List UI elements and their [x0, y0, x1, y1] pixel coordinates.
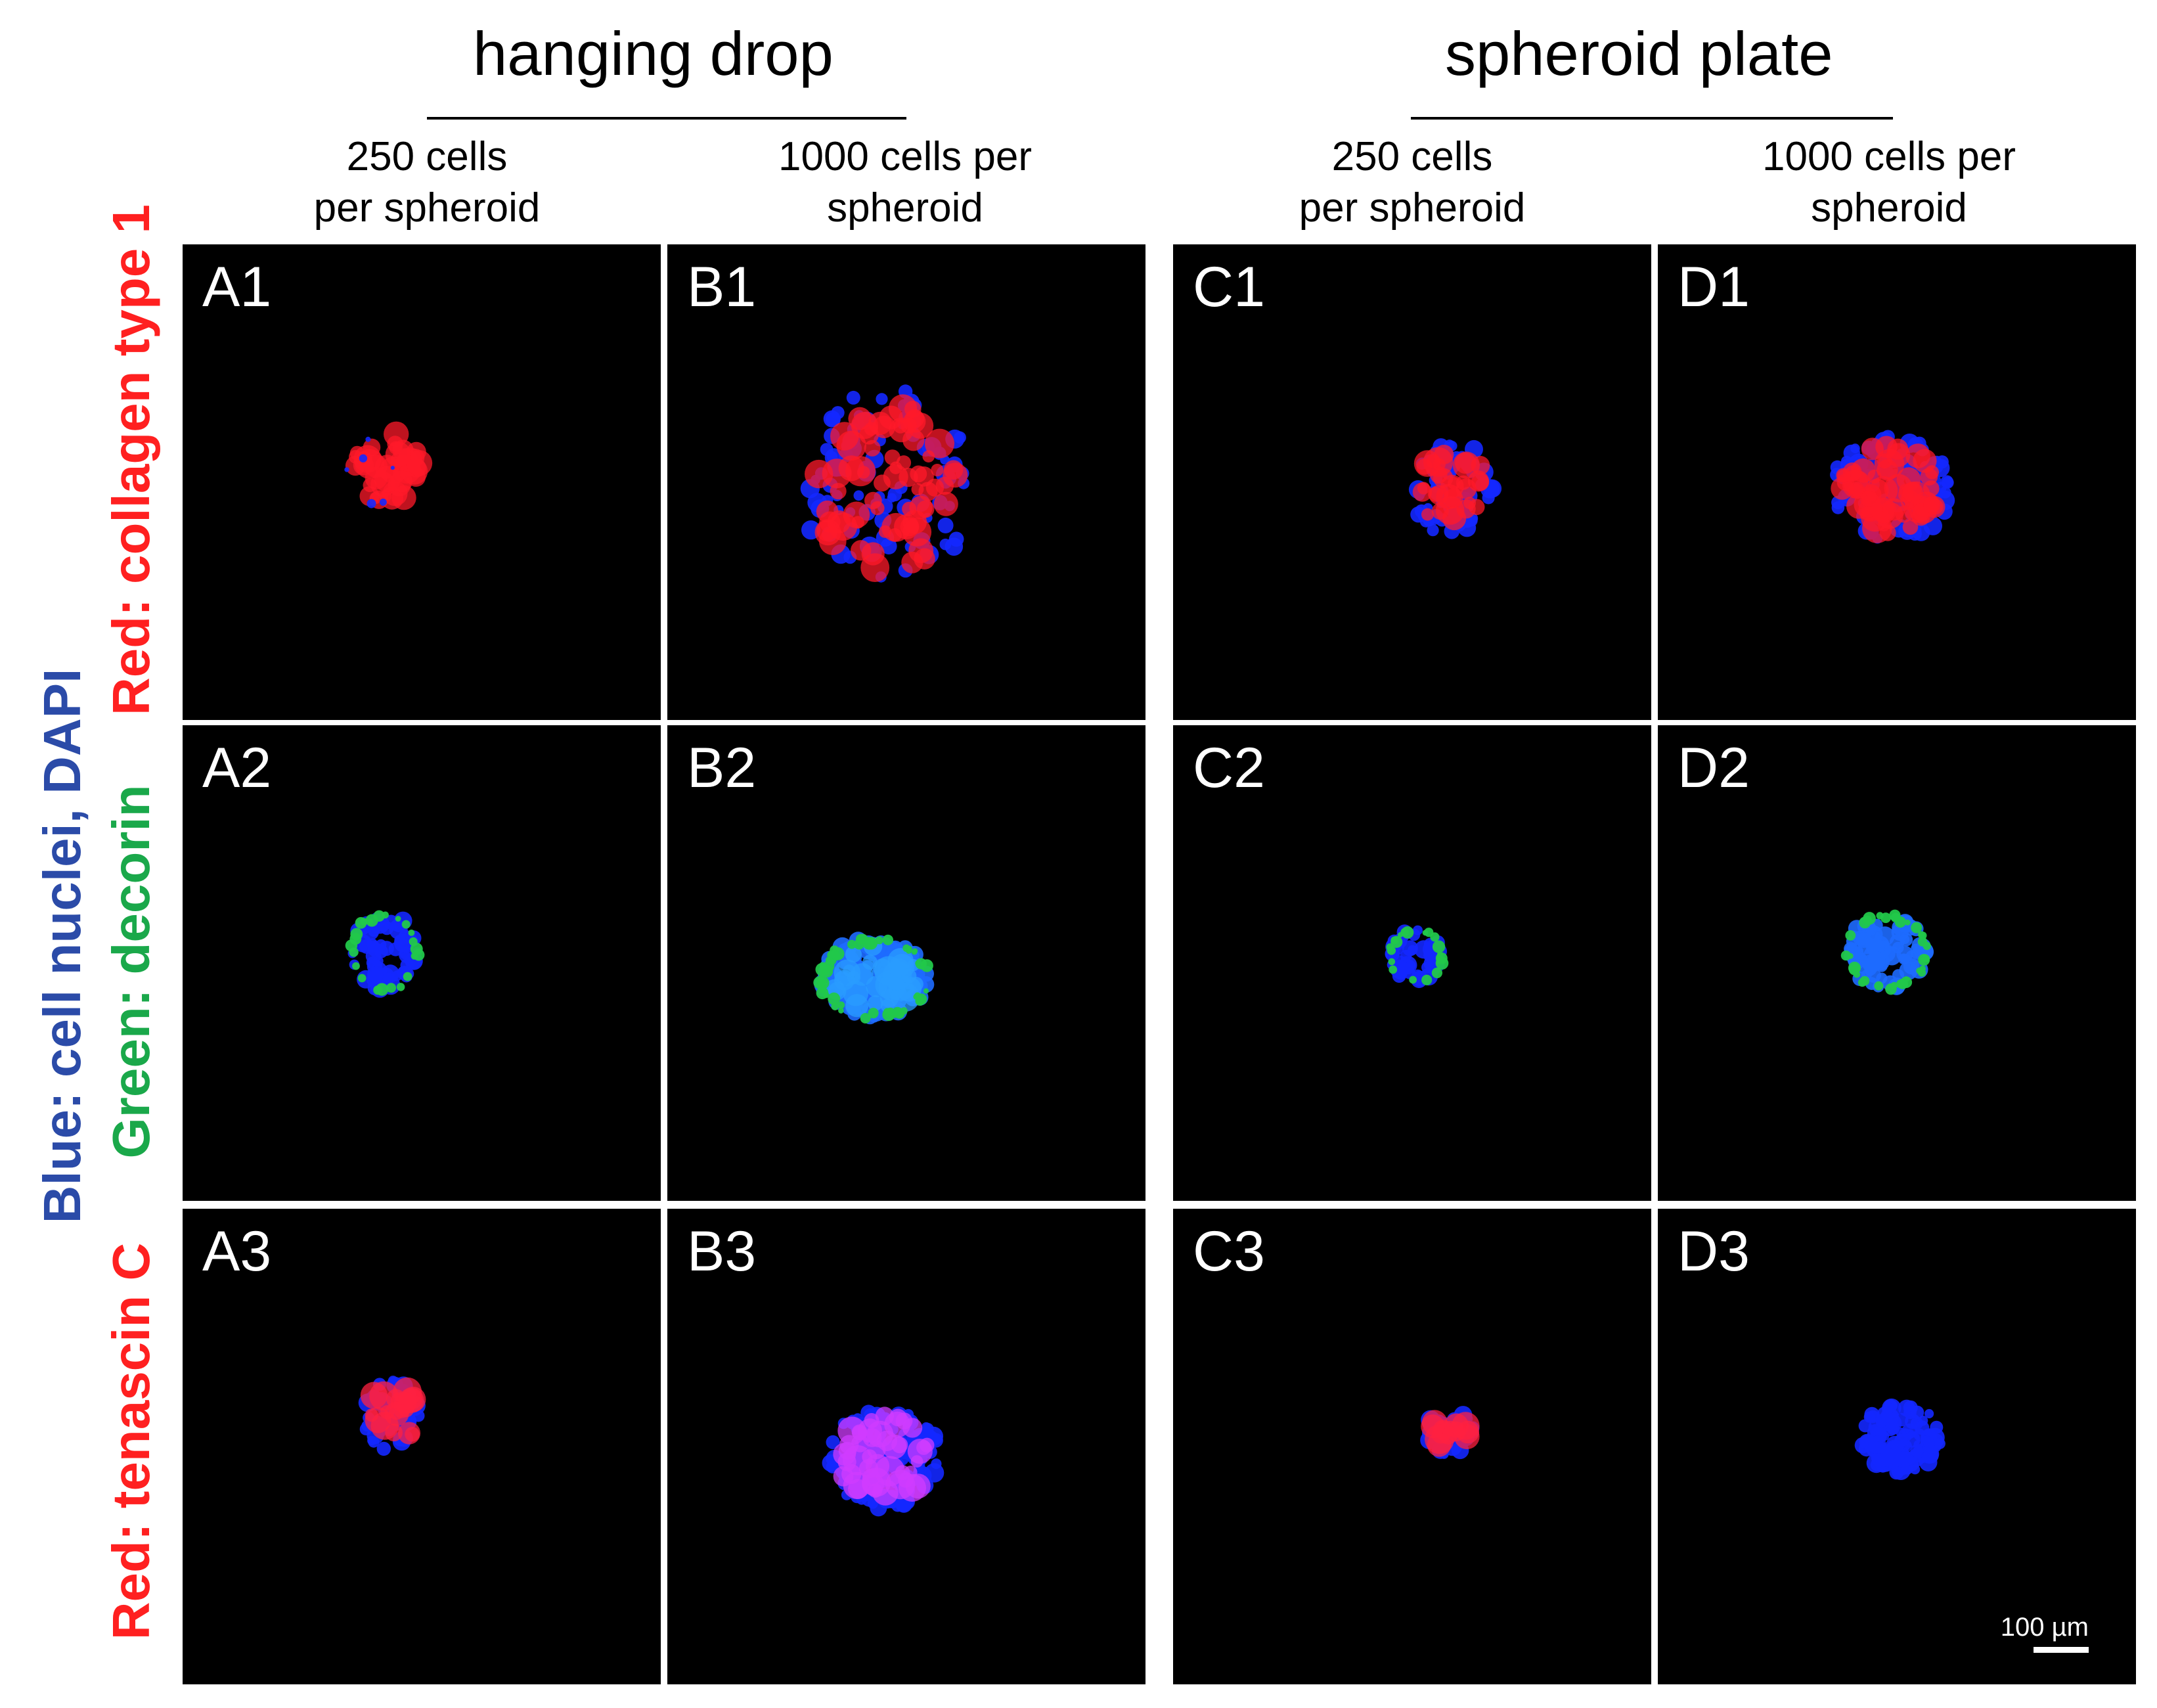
spheroid-a2 — [345, 910, 425, 998]
micrograph-panel-b1: B1 — [667, 244, 1145, 720]
column-label-a-line1: 250 cells — [346, 134, 508, 179]
column-label-c-line2: per spheroid — [1299, 185, 1526, 231]
spheroid-b2 — [813, 932, 935, 1025]
micrograph-panel-b2: B2 — [667, 725, 1145, 1201]
panel-label-b2: B2 — [687, 736, 757, 799]
panel-label-d1: D1 — [1678, 256, 1750, 319]
group-title-hanging-drop: hanging drop — [473, 19, 834, 88]
spheroid-d3 — [1854, 1398, 1946, 1480]
column-label-b-line2: spheroid — [827, 185, 983, 231]
spheroid-a1 — [344, 421, 433, 510]
micrograph-panel-c2: C2 — [1173, 725, 1651, 1201]
group-rule-hanging-drop — [427, 117, 906, 120]
column-label-a-line2: per spheroid — [313, 185, 541, 231]
scale-bar — [2034, 1647, 2089, 1653]
panel-label-c3: C3 — [1193, 1220, 1265, 1283]
side-label-dapi: Blue: cell nuclei, DAPI — [33, 668, 91, 1224]
column-label-b-line1: 1000 cells per — [778, 134, 1033, 179]
panel-label-d2: D2 — [1678, 736, 1750, 799]
micrograph-panel-d1: D1 — [1658, 244, 2136, 720]
spheroid-c2 — [1385, 924, 1449, 989]
column-label-b: 1000 cells per spheroid — [669, 131, 1142, 234]
group-rule-spheroid-plate — [1411, 117, 1893, 120]
micrograph-panel-a2: A2 — [183, 725, 661, 1201]
spheroid-d1 — [1830, 430, 1955, 544]
panel-label-a1: A1 — [202, 256, 272, 319]
spheroid-b3 — [822, 1405, 945, 1517]
scale-bar-label: 100 µm — [2000, 1613, 2089, 1642]
micrograph-panel-b3: B3 — [667, 1209, 1145, 1684]
group-title-spheroid-plate: spheroid plate — [1445, 19, 1833, 88]
panel-label-b3: B3 — [687, 1220, 757, 1283]
column-label-d-line2: spheroid — [1811, 185, 1967, 231]
micrograph-panel-d3: D3 100 µm — [1658, 1209, 2136, 1684]
micrograph-panel-c3: C3 — [1173, 1209, 1651, 1684]
panel-label-b1: B1 — [687, 256, 757, 319]
column-label-c-line1: 250 cells — [1331, 134, 1493, 179]
spheroid-b1 — [800, 384, 969, 583]
spheroid-a3 — [358, 1376, 426, 1456]
side-label-collagen: Red: collagen type 1 — [102, 204, 160, 715]
panel-label-c1: C1 — [1193, 256, 1265, 319]
spheroid-c3 — [1420, 1406, 1480, 1460]
panel-label-c2: C2 — [1193, 736, 1265, 799]
micrograph-panel-a3: A3 — [183, 1209, 661, 1684]
panel-label-a2: A2 — [202, 736, 272, 799]
panel-label-a3: A3 — [202, 1220, 272, 1283]
column-label-c: 250 cells per spheroid — [1176, 131, 1649, 234]
micrograph-panel-a1: A1 — [183, 244, 661, 720]
column-label-d-line1: 1000 cells per — [1762, 134, 2016, 179]
spheroid-d2 — [1840, 909, 1934, 995]
column-label-a: 250 cells per spheroid — [190, 131, 663, 234]
panel-label-d3: D3 — [1678, 1220, 1750, 1283]
side-label-tenascin: Red: tenascin C — [102, 1242, 160, 1640]
micrograph-panel-c1: C1 — [1173, 244, 1651, 720]
column-label-d: 1000 cells per spheroid — [1653, 131, 2125, 234]
spheroid-c1 — [1408, 438, 1502, 539]
micrograph-panel-d2: D2 — [1658, 725, 2136, 1201]
side-label-decorin: Green: decorin — [102, 784, 160, 1159]
